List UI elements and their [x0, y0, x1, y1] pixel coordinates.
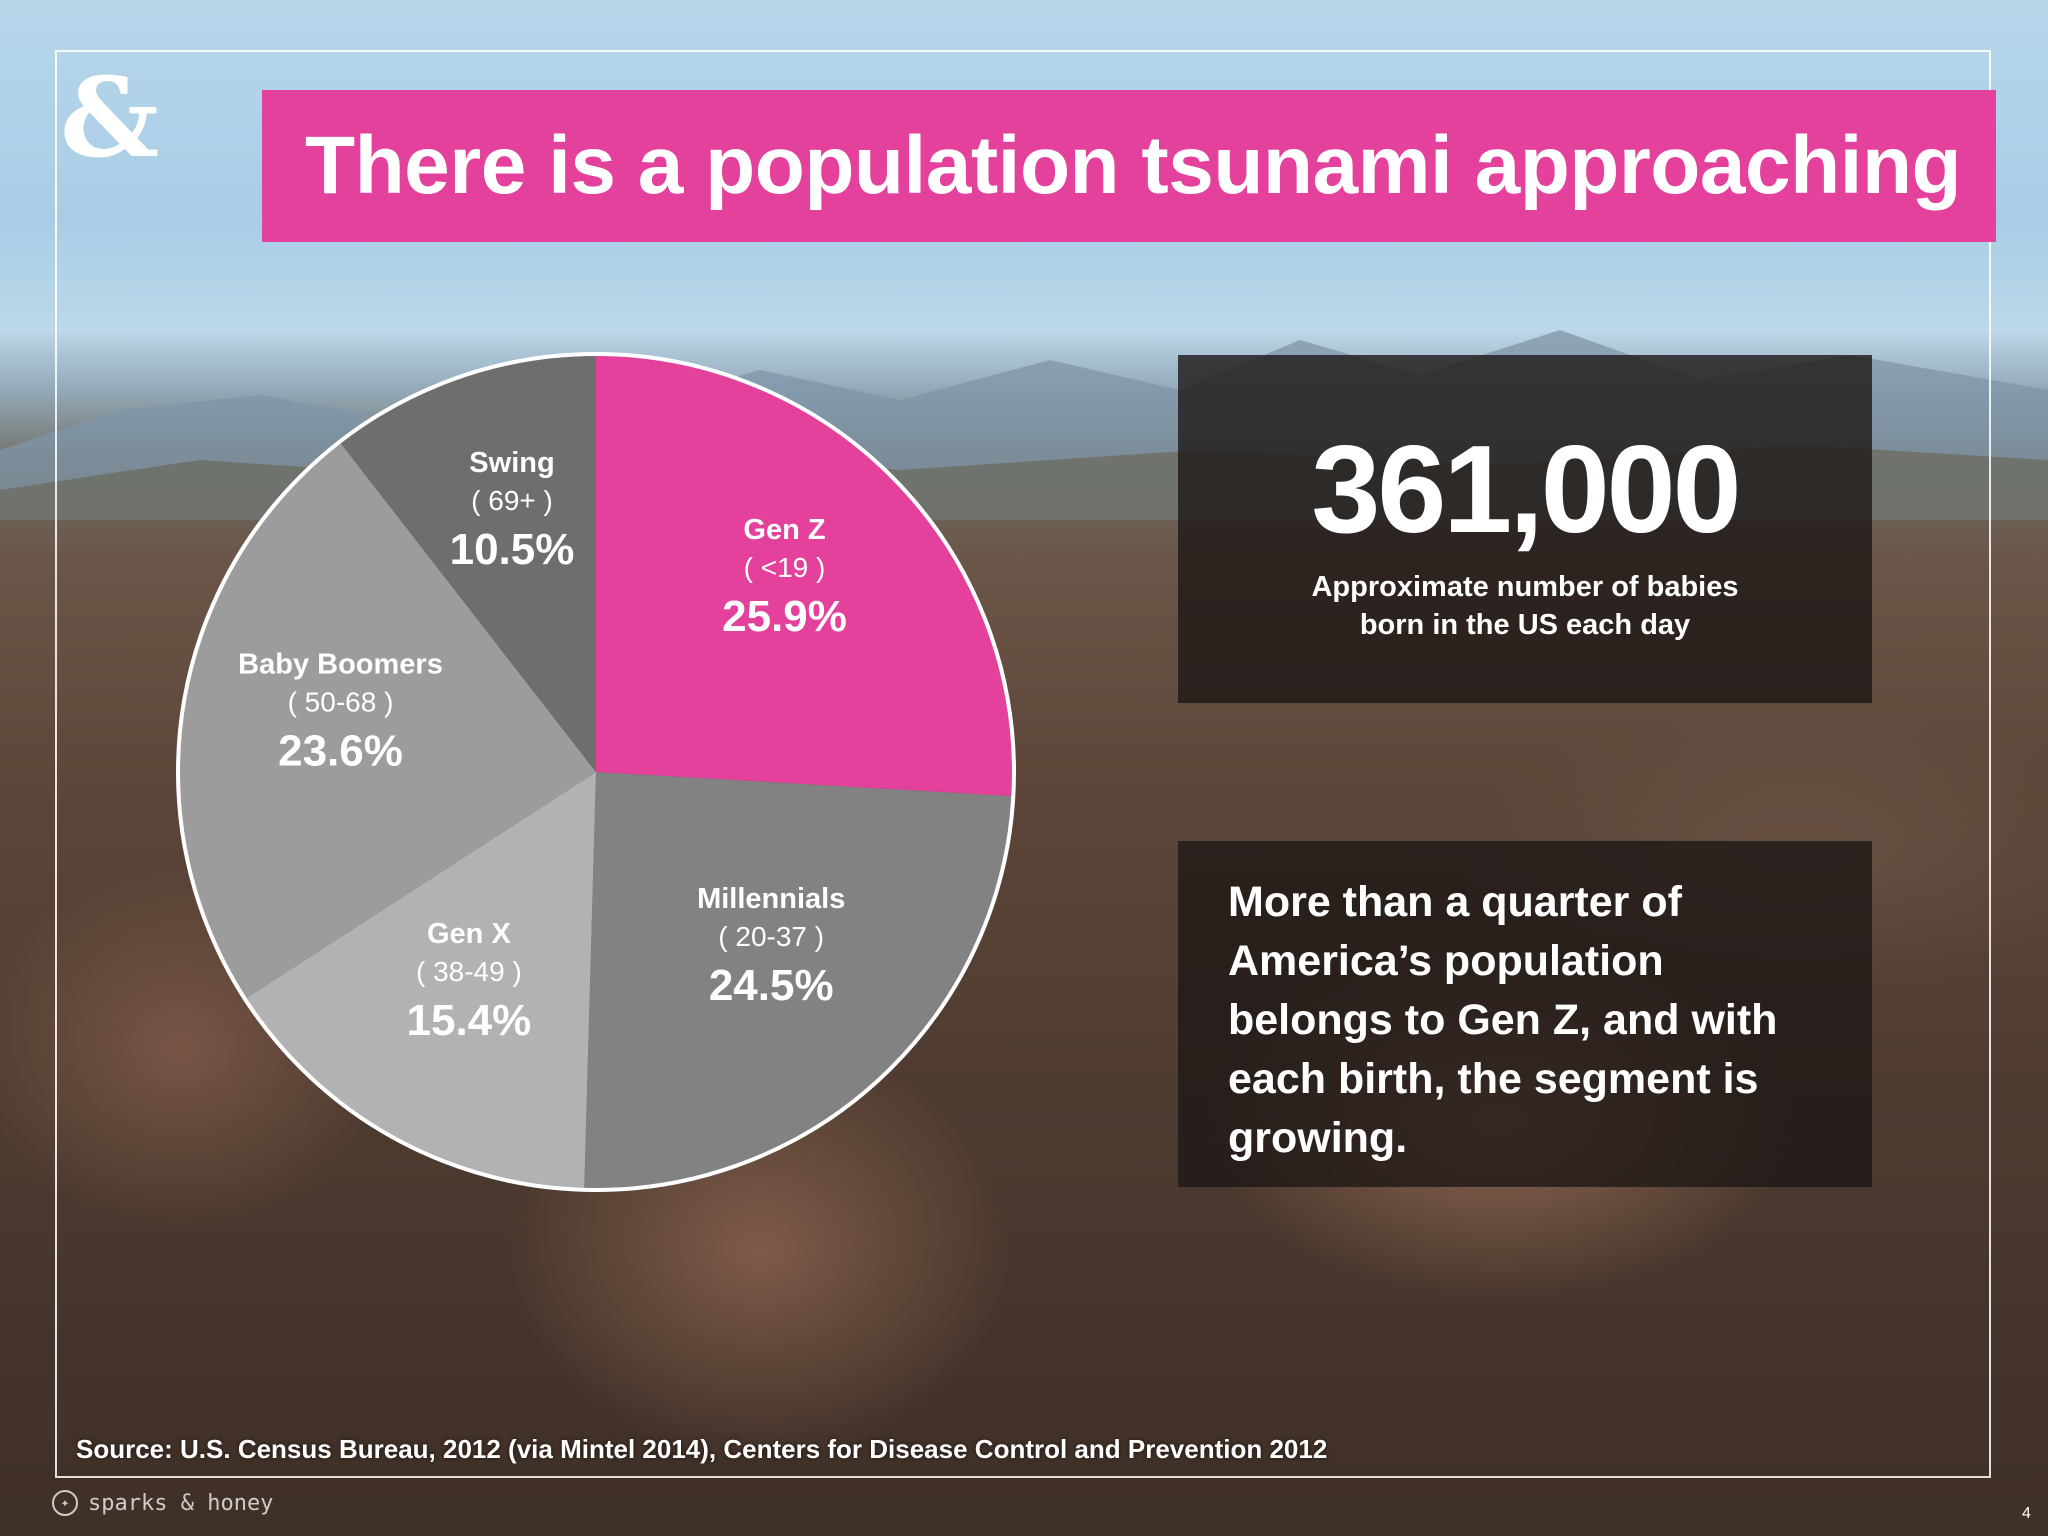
title-banner: There is a population tsunami approachin… [262, 90, 1996, 242]
insight-text: More than a quarter of America’s populat… [1228, 878, 1778, 1162]
twitter-bird-icon: ✦ [52, 1490, 78, 1516]
ampersand-logo: & [60, 53, 160, 182]
slide-title: There is a population tsunami approachin… [305, 120, 1962, 211]
pie-label-swing-range: ( 69+ ) [471, 485, 553, 516]
page-number: 4 [2022, 1505, 2031, 1522]
source-citation: Source: U.S. Census Bureau, 2012 (via Mi… [76, 1434, 1328, 1464]
pie-label-gen-x-percent: 15.4% [407, 996, 532, 1045]
pie-slice-gen-z [596, 354, 1014, 797]
footer-brand-text: sparks & honey [88, 1490, 274, 1516]
pie-slice-millennials [584, 772, 1014, 1190]
pie-label-gen-z-percent: 25.9% [722, 592, 847, 641]
pie-label-gen-x-range: ( 38-49 ) [416, 956, 522, 987]
footer-brand: ✦ sparks & honey [52, 1487, 273, 1519]
stat-caption: Approximate number of babies born in the… [1178, 568, 1872, 644]
pie-label-baby-boomers-name: Baby Boomers [238, 649, 443, 681]
pie-slice-gen-x [244, 772, 596, 1190]
stat-number: 361,000 [1311, 421, 1741, 559]
pie-label-millennials-percent: 24.5% [709, 961, 834, 1010]
pie-label-gen-z-range: ( <19 ) [744, 552, 826, 583]
pie-slice-swing [339, 354, 596, 772]
pie-label-baby-boomers-range: ( 50-68 ) [288, 687, 394, 718]
stat-caption-line1: Approximate number of babies [1311, 571, 1739, 603]
pie-label-swing-percent: 10.5% [450, 525, 575, 574]
stat-box: 361,000 Approximate number of babies bor… [1178, 355, 1872, 703]
pie-label-millennials-range: ( 20-37 ) [718, 921, 824, 952]
pie-rim [176, 352, 1016, 1192]
pie-labels: Gen Z ( <19 ) 25.9% Millennials ( 20-37 ) 24.… [238, 447, 847, 1045]
insight-text-box: More than a quarter of America’s populat… [1178, 841, 1872, 1187]
pie-label-swing-name: Swing [469, 447, 554, 479]
pie-label-gen-x-name: Gen X [427, 918, 511, 950]
pie-slices [176, 352, 1016, 1192]
slide-frame [55, 50, 1991, 1478]
pie-slice-baby-boomers [177, 441, 596, 999]
pie-label-millennials-name: Millennials [697, 883, 845, 915]
pie-label-gen-z-name: Gen Z [743, 514, 825, 546]
stat-caption-line2: born in the US each day [1359, 609, 1691, 641]
pie-label-baby-boomers-percent: 23.6% [278, 727, 403, 776]
